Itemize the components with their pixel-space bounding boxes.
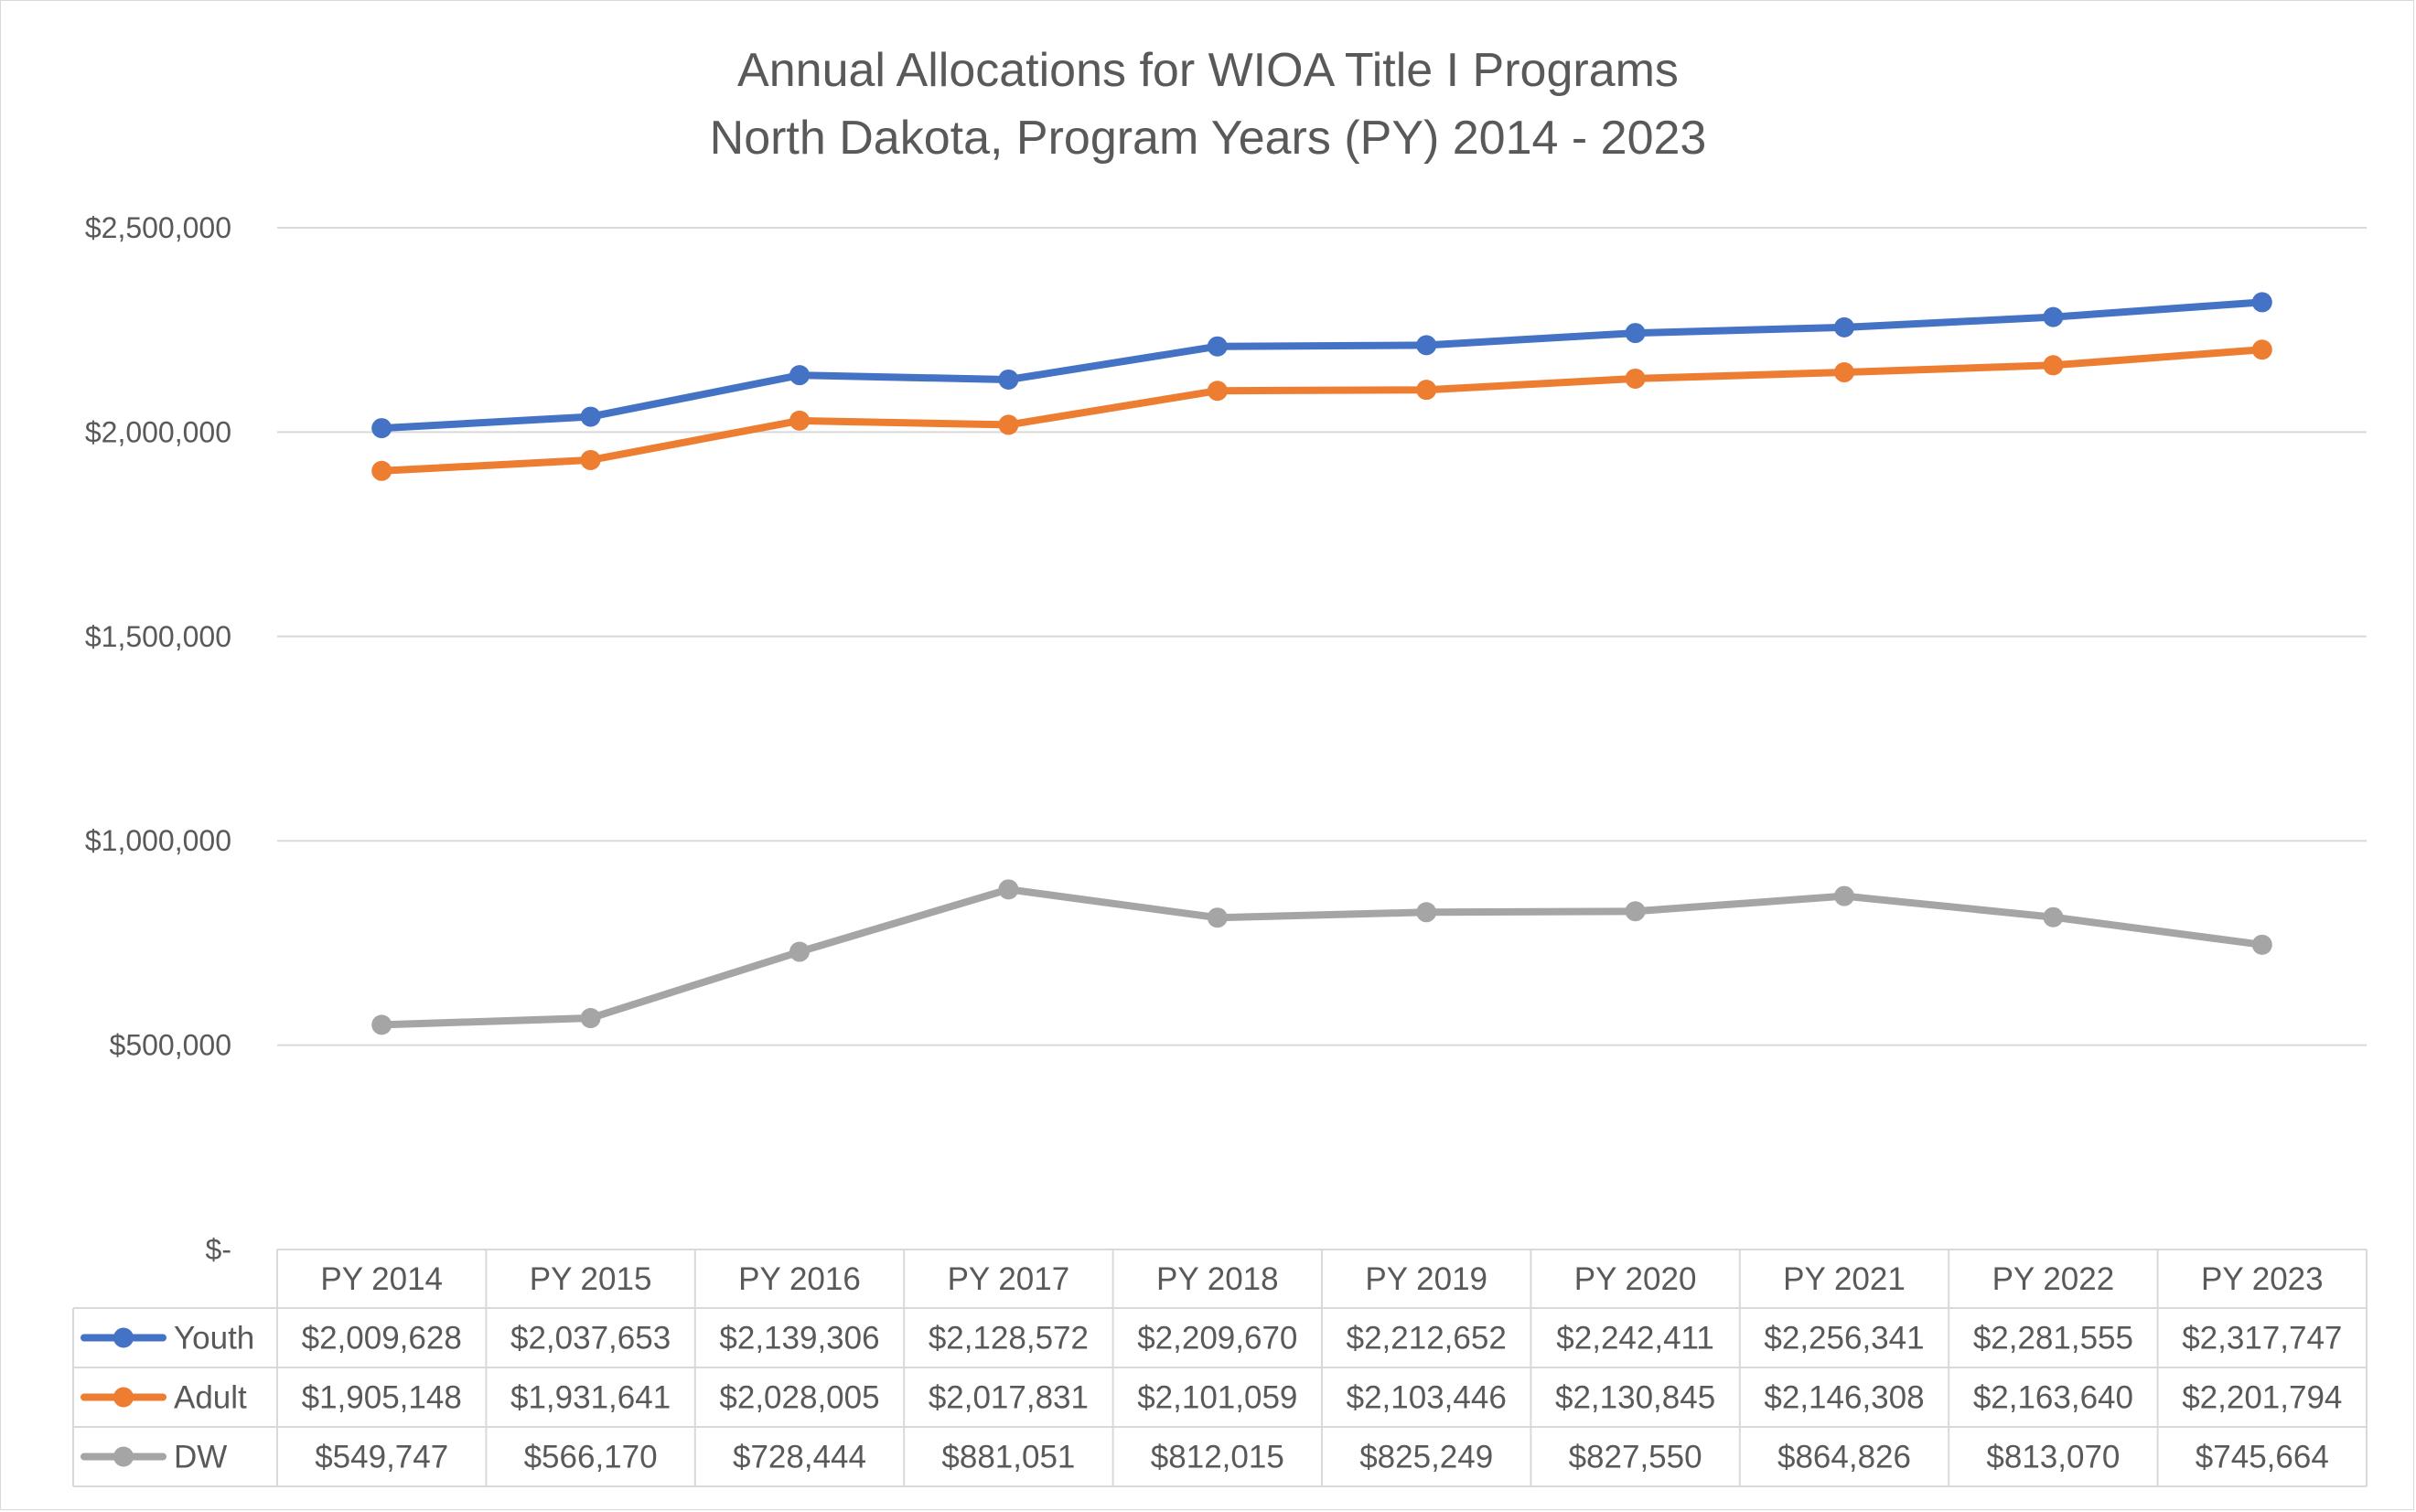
legend-series-name: Adult (174, 1380, 247, 1416)
x-category-label: PY 2021 (1783, 1261, 1906, 1297)
legend-key-marker (113, 1327, 134, 1348)
x-category-label: PY 2015 (530, 1261, 652, 1297)
legend-key-marker (113, 1387, 134, 1408)
data-point (1416, 380, 1437, 401)
data-point (1625, 323, 1646, 344)
y-tick-label: $1,500,000 (85, 620, 231, 653)
data-point (371, 1014, 392, 1035)
data-point (1207, 336, 1228, 357)
data-table-cell: $2,212,652 (1347, 1321, 1507, 1357)
data-table-cell: $2,201,794 (2182, 1380, 2342, 1416)
legend-series-name: Youth (174, 1321, 254, 1357)
data-table-cell: $2,128,572 (929, 1321, 1089, 1357)
data-point (1625, 901, 1646, 922)
y-axis-tick-labels: $- $500,000 $1,000,000 $1,500,000 $2,000,000… (85, 211, 231, 1266)
data-table-cell: $812,015 (1151, 1440, 1284, 1475)
x-category-label: PY 2014 (320, 1261, 443, 1297)
data-point (789, 941, 810, 962)
legend-series-name: DW (174, 1440, 227, 1475)
data-table-cell: $2,281,555 (1973, 1321, 2133, 1357)
data-point (1416, 902, 1437, 923)
data-point (1416, 335, 1437, 356)
data-table-cell: $566,170 (524, 1440, 658, 1475)
data-table-cell: $2,317,747 (2182, 1321, 2342, 1357)
data-table-cell: $2,163,640 (1973, 1380, 2133, 1416)
series-line (378, 346, 2266, 475)
x-category-label: PY 2017 (948, 1261, 1070, 1297)
chart-title-block: Annual Allocations for WIOA Title I Prog… (0, 37, 2416, 172)
data-table-cell: $2,017,831 (929, 1380, 1089, 1416)
data-table: PY 2014 PY 2015 PY 2016 PY 2017 PY 2018 PY 20… (72, 1249, 2368, 1487)
data-table-cell: $745,664 (2196, 1440, 2329, 1475)
series-lines (371, 292, 2272, 1035)
y-tick-label: $2,500,000 (85, 211, 231, 244)
data-table-cell: $549,747 (315, 1440, 448, 1475)
y-tick-label: $1,000,000 (85, 824, 231, 857)
data-point (998, 879, 1019, 900)
data-table-cell: $2,256,341 (1764, 1321, 1924, 1357)
data-table-cell: $2,037,653 (510, 1321, 671, 1357)
data-table-cell: $728,444 (733, 1440, 866, 1475)
chart-title: Annual Allocations for WIOA Title I Prog… (737, 44, 1679, 97)
data-point (580, 406, 601, 427)
series-youth (371, 292, 2272, 439)
data-point (1207, 381, 1228, 402)
data-point (2043, 306, 2064, 327)
data-table-cell: $2,242,411 (1556, 1321, 1714, 1357)
data-table-cell: $881,051 (941, 1440, 1075, 1475)
data-table-cell: $1,931,641 (510, 1380, 671, 1416)
data-table-cell: $2,139,306 (719, 1321, 879, 1357)
data-table-cell: $2,130,845 (1555, 1380, 1715, 1416)
data-point (998, 369, 1019, 390)
series-dw (371, 879, 2272, 1035)
x-category-label: PY 2016 (738, 1261, 861, 1297)
data-point (2251, 934, 2272, 955)
data-table-cell: $813,070 (1986, 1440, 2120, 1475)
chart-subtitle: North Dakota, Program Years (PY) 2014 - … (709, 112, 1707, 165)
series-adult (371, 339, 2272, 481)
legend-key-marker (113, 1446, 134, 1467)
data-point (998, 414, 1019, 435)
x-category-label: PY 2023 (2201, 1261, 2324, 1297)
x-category-label: PY 2022 (1992, 1261, 2115, 1297)
data-point (371, 418, 392, 439)
data-table-cell: $825,249 (1359, 1440, 1493, 1475)
data-point (1834, 362, 1854, 383)
data-point (580, 449, 601, 470)
data-table-cell: $827,550 (1569, 1440, 1702, 1475)
y-tick-label: $500,000 (110, 1029, 231, 1062)
y-tick-label: $2,000,000 (85, 415, 231, 448)
data-point (2043, 906, 2064, 928)
x-category-label: PY 2019 (1365, 1261, 1487, 1297)
data-point (1625, 368, 1646, 389)
data-table-cell: $2,146,308 (1764, 1380, 1924, 1416)
data-point (2251, 339, 2272, 360)
data-point (1834, 885, 1854, 906)
series-line (378, 298, 2266, 433)
data-point (2043, 355, 2064, 376)
data-point (1834, 316, 1854, 338)
data-point (2251, 292, 2272, 313)
data-table-cell: $1,905,148 (302, 1380, 462, 1416)
x-category-label: PY 2020 (1574, 1261, 1697, 1297)
data-table-cell: $2,028,005 (719, 1380, 879, 1416)
y-tick-label: $- (206, 1233, 231, 1266)
data-point (580, 1008, 601, 1029)
gridlines (277, 227, 2367, 1046)
data-point (371, 460, 392, 481)
data-table-cell: $2,209,670 (1137, 1321, 1297, 1357)
data-point (789, 410, 810, 431)
data-table-cell: $2,009,628 (302, 1321, 462, 1357)
series-line (378, 885, 2266, 1029)
x-category-label: PY 2018 (1156, 1261, 1279, 1297)
data-point (1207, 907, 1228, 928)
data-point (789, 365, 810, 386)
data-table-cell: $2,101,059 (1137, 1380, 1297, 1416)
data-table-cell: $864,826 (1777, 1440, 1911, 1475)
data-table-cell: $2,103,446 (1347, 1380, 1507, 1416)
